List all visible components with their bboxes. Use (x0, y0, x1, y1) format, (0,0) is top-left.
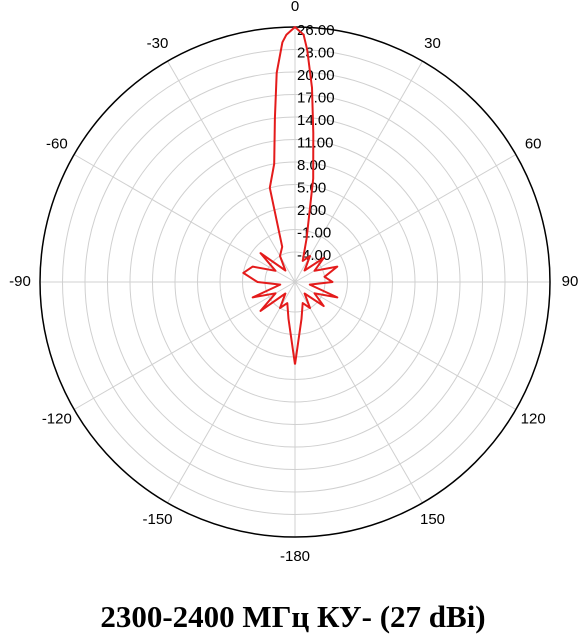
grid-ring (152, 139, 438, 425)
grid-spoke (294, 281, 517, 410)
r-tick-label: 20.00 (297, 67, 335, 84)
pattern-line (242, 26, 339, 365)
r-tick-label: 17.00 (297, 89, 335, 106)
angle-label: -30 (147, 35, 169, 52)
angle-label: 90 (562, 273, 579, 290)
grid-ring (129, 116, 461, 448)
r-tick-label: 8.00 (297, 157, 326, 174)
grid-ring (84, 71, 506, 493)
r-tick-label: 2.00 (297, 202, 326, 219)
grid-spoke (294, 154, 517, 283)
angle-label: -90 (9, 273, 31, 290)
grid-spoke (73, 281, 296, 410)
r-tick-label: 14.00 (297, 112, 335, 129)
angle-label: -60 (46, 135, 68, 152)
grid-ring (107, 94, 483, 470)
angle-label: -120 (42, 410, 72, 427)
grid-ring (219, 206, 371, 358)
chart-title: 2300-2400 МГц КУ- (27 dBi) (100, 599, 485, 634)
grid-ring (62, 49, 528, 515)
r-tick-label: 23.00 (297, 44, 335, 61)
grid-spoke (167, 281, 296, 504)
grid-spoke (294, 60, 423, 283)
r-tick-label: 26.00 (297, 22, 335, 39)
angle-label: 120 (521, 410, 546, 427)
grid-ring (197, 184, 393, 380)
grid-spoke (294, 281, 423, 504)
angle-label: 60 (525, 135, 542, 152)
angle-label: -150 (142, 511, 172, 528)
angle-label: 30 (424, 35, 441, 52)
grid-spoke (167, 60, 296, 283)
r-tick-label: 11.00 (297, 134, 333, 151)
angle-label: -180 (280, 548, 310, 565)
grid-spoke (73, 154, 296, 283)
grid-ring (174, 161, 416, 403)
angle-label: 0 (291, 0, 299, 15)
grid-ring (242, 229, 348, 335)
r-tick-label: -1.00 (297, 224, 331, 241)
angle-label: 150 (420, 511, 445, 528)
